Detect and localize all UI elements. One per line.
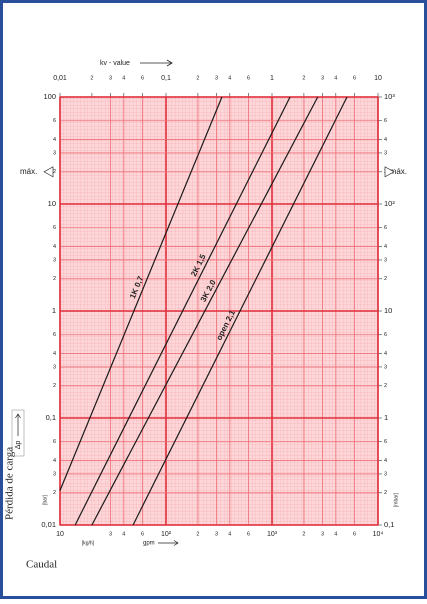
- x-tick-label: 3: [109, 531, 112, 537]
- y2-tick-label: 2: [384, 276, 387, 282]
- y2-tick-label: 2: [384, 490, 387, 496]
- series-line: [91, 96, 319, 526]
- plot-border: [59, 96, 379, 526]
- y-tick-label: 4: [53, 244, 56, 250]
- max-left: máx.: [20, 167, 37, 176]
- y2-tick-label: 10³: [384, 92, 395, 101]
- dp-box: [11, 409, 25, 457]
- x-axis-label: Caudal: [26, 559, 57, 571]
- y-tick-label: 6: [53, 332, 56, 338]
- x2-tick-label: 2: [302, 75, 305, 81]
- max-marker-left: [43, 166, 54, 178]
- y2-tick-label: 0,1: [384, 520, 394, 529]
- top-axis-arrow: [140, 59, 173, 67]
- y2-tick-label: 3: [384, 257, 387, 263]
- x2-tick-label: 6: [141, 75, 144, 81]
- y-tick-label: 2: [53, 169, 56, 175]
- y-tick-label: 100: [43, 92, 56, 101]
- x2-tick-label: 3: [321, 75, 324, 81]
- y2-tick-label: 6: [384, 332, 387, 338]
- y-tick-label: 4: [53, 458, 56, 464]
- y-axis-label: Pérdida de carga: [4, 447, 16, 520]
- x2-tick-label: 2: [90, 75, 93, 81]
- gpm-label: gpm: [143, 541, 155, 547]
- x-tick-label: 2: [302, 531, 305, 537]
- y-tick-label: 3: [53, 150, 56, 156]
- y-tick-label: 6: [53, 439, 56, 445]
- y2-tick-label: 3: [384, 364, 387, 370]
- series-line: [59, 96, 223, 491]
- x-tick-label: 3: [321, 531, 324, 537]
- y2-tick-label: 10: [384, 306, 392, 315]
- gpm-arrow: [158, 540, 179, 546]
- y-tick-label: 10: [48, 199, 56, 208]
- max-right: máx.: [390, 167, 407, 176]
- y-tick-label: 4: [53, 137, 56, 143]
- y2-tick-label: 4: [384, 458, 387, 464]
- y-tick-label: 0,01: [41, 520, 56, 529]
- y2-tick-label: 4: [384, 137, 387, 143]
- x-tick-label: 10: [56, 531, 64, 538]
- y-tick-label: 1: [52, 306, 56, 315]
- x2-tick-label: 3: [109, 75, 112, 81]
- y-tick-label: 2: [53, 383, 56, 389]
- x2-tick-label: 10: [374, 75, 382, 82]
- y-tick-label: 2: [53, 490, 56, 496]
- y2-tick-label: 4: [384, 351, 387, 357]
- y2-tick-label: 1: [384, 413, 388, 422]
- x-tick-label: 10²: [161, 531, 172, 538]
- x2-tick-label: 2: [196, 75, 199, 81]
- x-tick-label: 10⁴: [373, 531, 384, 538]
- x-tick-label: 6: [141, 531, 144, 537]
- y2-tick-label: 6: [384, 118, 387, 124]
- y2-tick-label: 3: [384, 150, 387, 156]
- x2-tick-label: 4: [334, 75, 337, 81]
- y-tick-label: 3: [53, 257, 56, 263]
- x-tick-label: 4: [122, 531, 125, 537]
- x2-tick-label: 0,01: [53, 75, 67, 82]
- max-marker-right: [384, 166, 395, 178]
- series-line: [132, 96, 348, 526]
- x-tick-label: 4: [228, 531, 231, 537]
- y2-tick-label: 6: [384, 225, 387, 231]
- y2-tick-label: 4: [384, 244, 387, 250]
- y2-tick-label: 10²: [384, 199, 395, 208]
- x-tick-label: 4: [334, 531, 337, 537]
- y-tick-label: 4: [53, 351, 56, 357]
- x2-tick-label: 4: [122, 75, 125, 81]
- y-tick-label: 0,1: [46, 413, 56, 422]
- bottom-unit: [kg/h]: [82, 540, 95, 546]
- y-tick-label: 2: [53, 276, 56, 282]
- x2-tick-label: 6: [353, 75, 356, 81]
- top-axis-label: kv - value: [100, 60, 130, 67]
- x2-tick-label: 6: [247, 75, 250, 81]
- left-unit: [bar]: [42, 494, 48, 505]
- y-tick-label: 3: [53, 364, 56, 370]
- y-tick-label: 6: [53, 225, 56, 231]
- y2-tick-label: 6: [384, 439, 387, 445]
- right-unit: [mbar]: [393, 492, 399, 507]
- x-tick-label: 2: [196, 531, 199, 537]
- series-line: [74, 96, 291, 526]
- x-tick-label: 3: [215, 531, 218, 537]
- x-tick-label: 10³: [267, 531, 278, 538]
- y2-tick-label: 3: [384, 471, 387, 477]
- dp-arrow: [15, 413, 21, 436]
- y-tick-label: 3: [53, 471, 56, 477]
- x2-tick-label: 1: [270, 75, 274, 82]
- y2-tick-label: 2: [384, 383, 387, 389]
- x-tick-label: 6: [247, 531, 250, 537]
- dp-label: Δp: [15, 441, 22, 450]
- x-tick-label: 6: [353, 531, 356, 537]
- x2-tick-label: 3: [215, 75, 218, 81]
- y-tick-label: 6: [53, 118, 56, 124]
- x2-tick-label: 0,1: [161, 75, 171, 82]
- x2-tick-label: 4: [228, 75, 231, 81]
